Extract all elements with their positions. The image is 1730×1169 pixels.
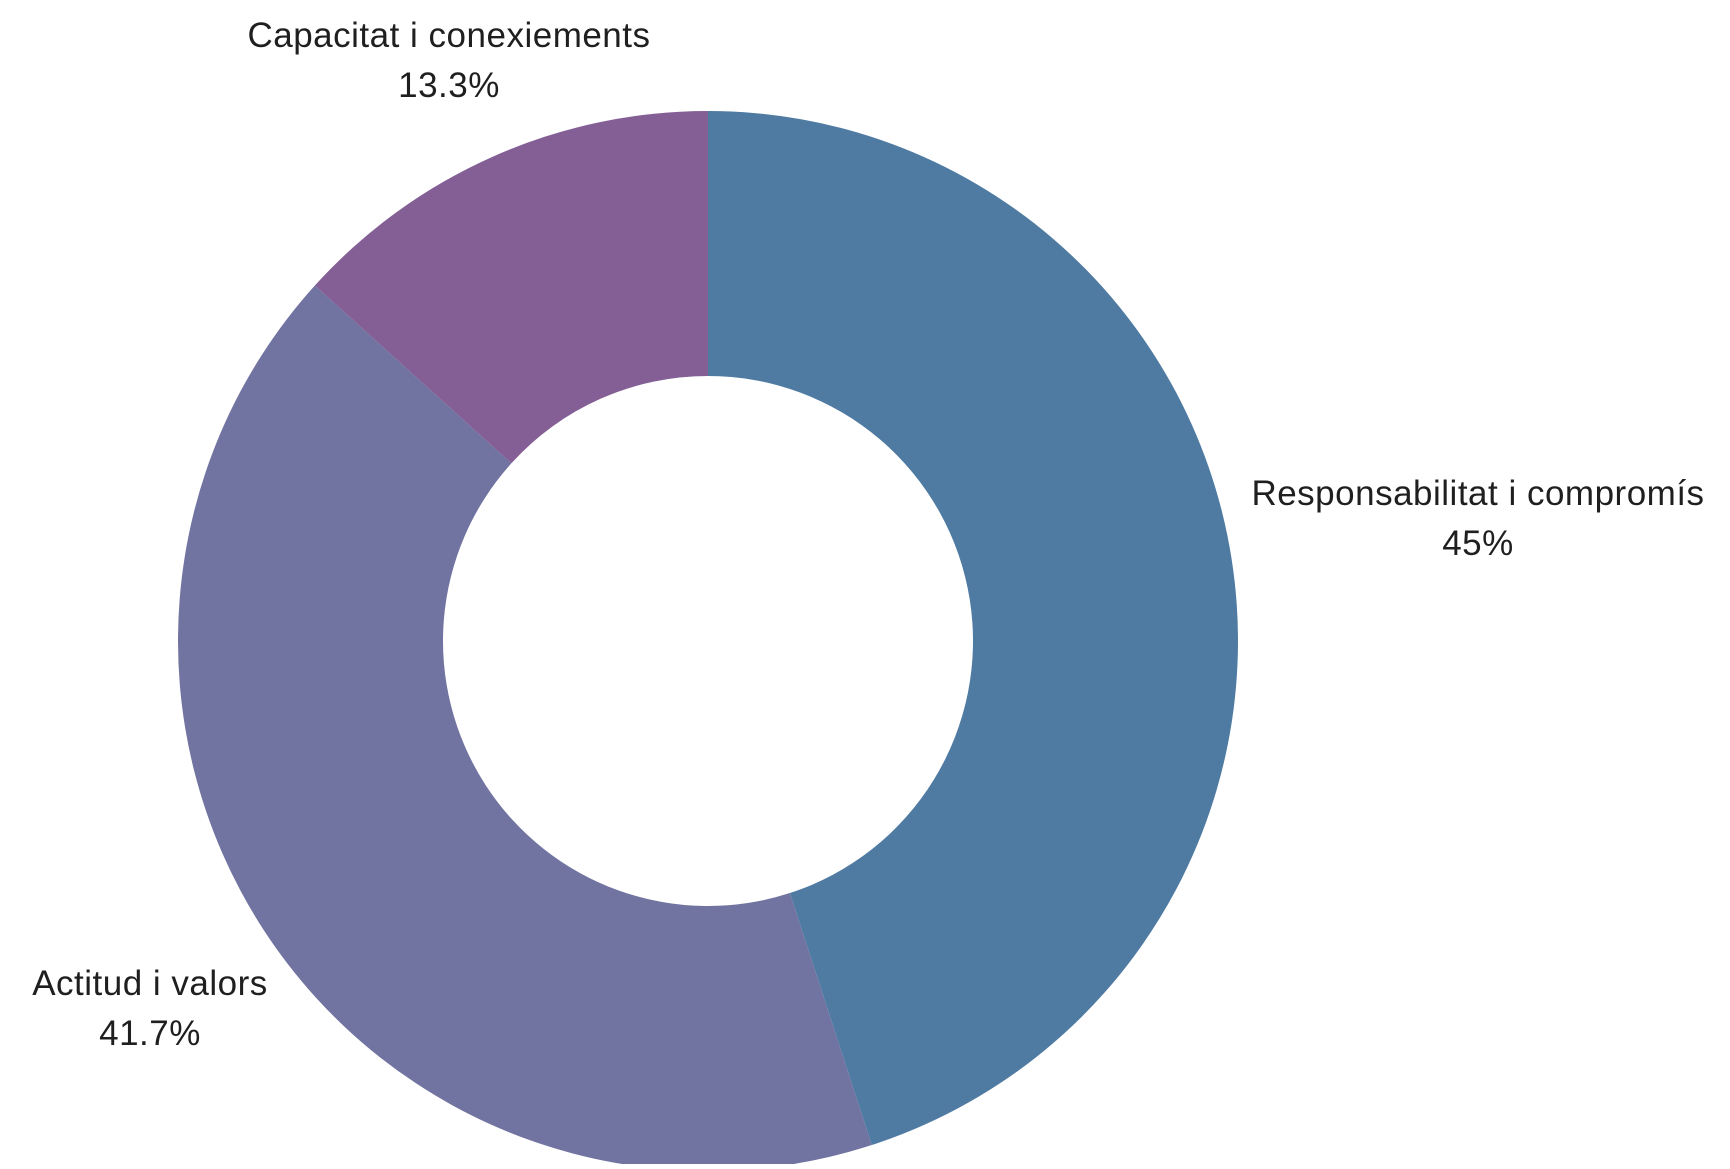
slice-value-label: 13.3% bbox=[398, 66, 500, 105]
slice-actitud bbox=[178, 285, 872, 1169]
slice-responsabilitat bbox=[708, 111, 1238, 1146]
slice-category-label: Actitud i valors bbox=[32, 964, 268, 1003]
slice-label-capacitat: Capacitat i conexiements 13.3% bbox=[247, 16, 650, 105]
slice-category-label: Capacitat i conexiements bbox=[247, 16, 650, 55]
slices-group bbox=[178, 111, 1238, 1169]
slice-label-responsabilitat: Responsabilitat i compromís 45% bbox=[1251, 474, 1704, 563]
slice-value-label: 45% bbox=[1442, 524, 1514, 563]
slice-category-label: Responsabilitat i compromís bbox=[1251, 474, 1704, 513]
slice-label-actitud: Actitud i valors 41.7% bbox=[32, 964, 268, 1053]
slice-capacitat bbox=[314, 111, 708, 464]
slice-value-label: 41.7% bbox=[99, 1014, 201, 1053]
